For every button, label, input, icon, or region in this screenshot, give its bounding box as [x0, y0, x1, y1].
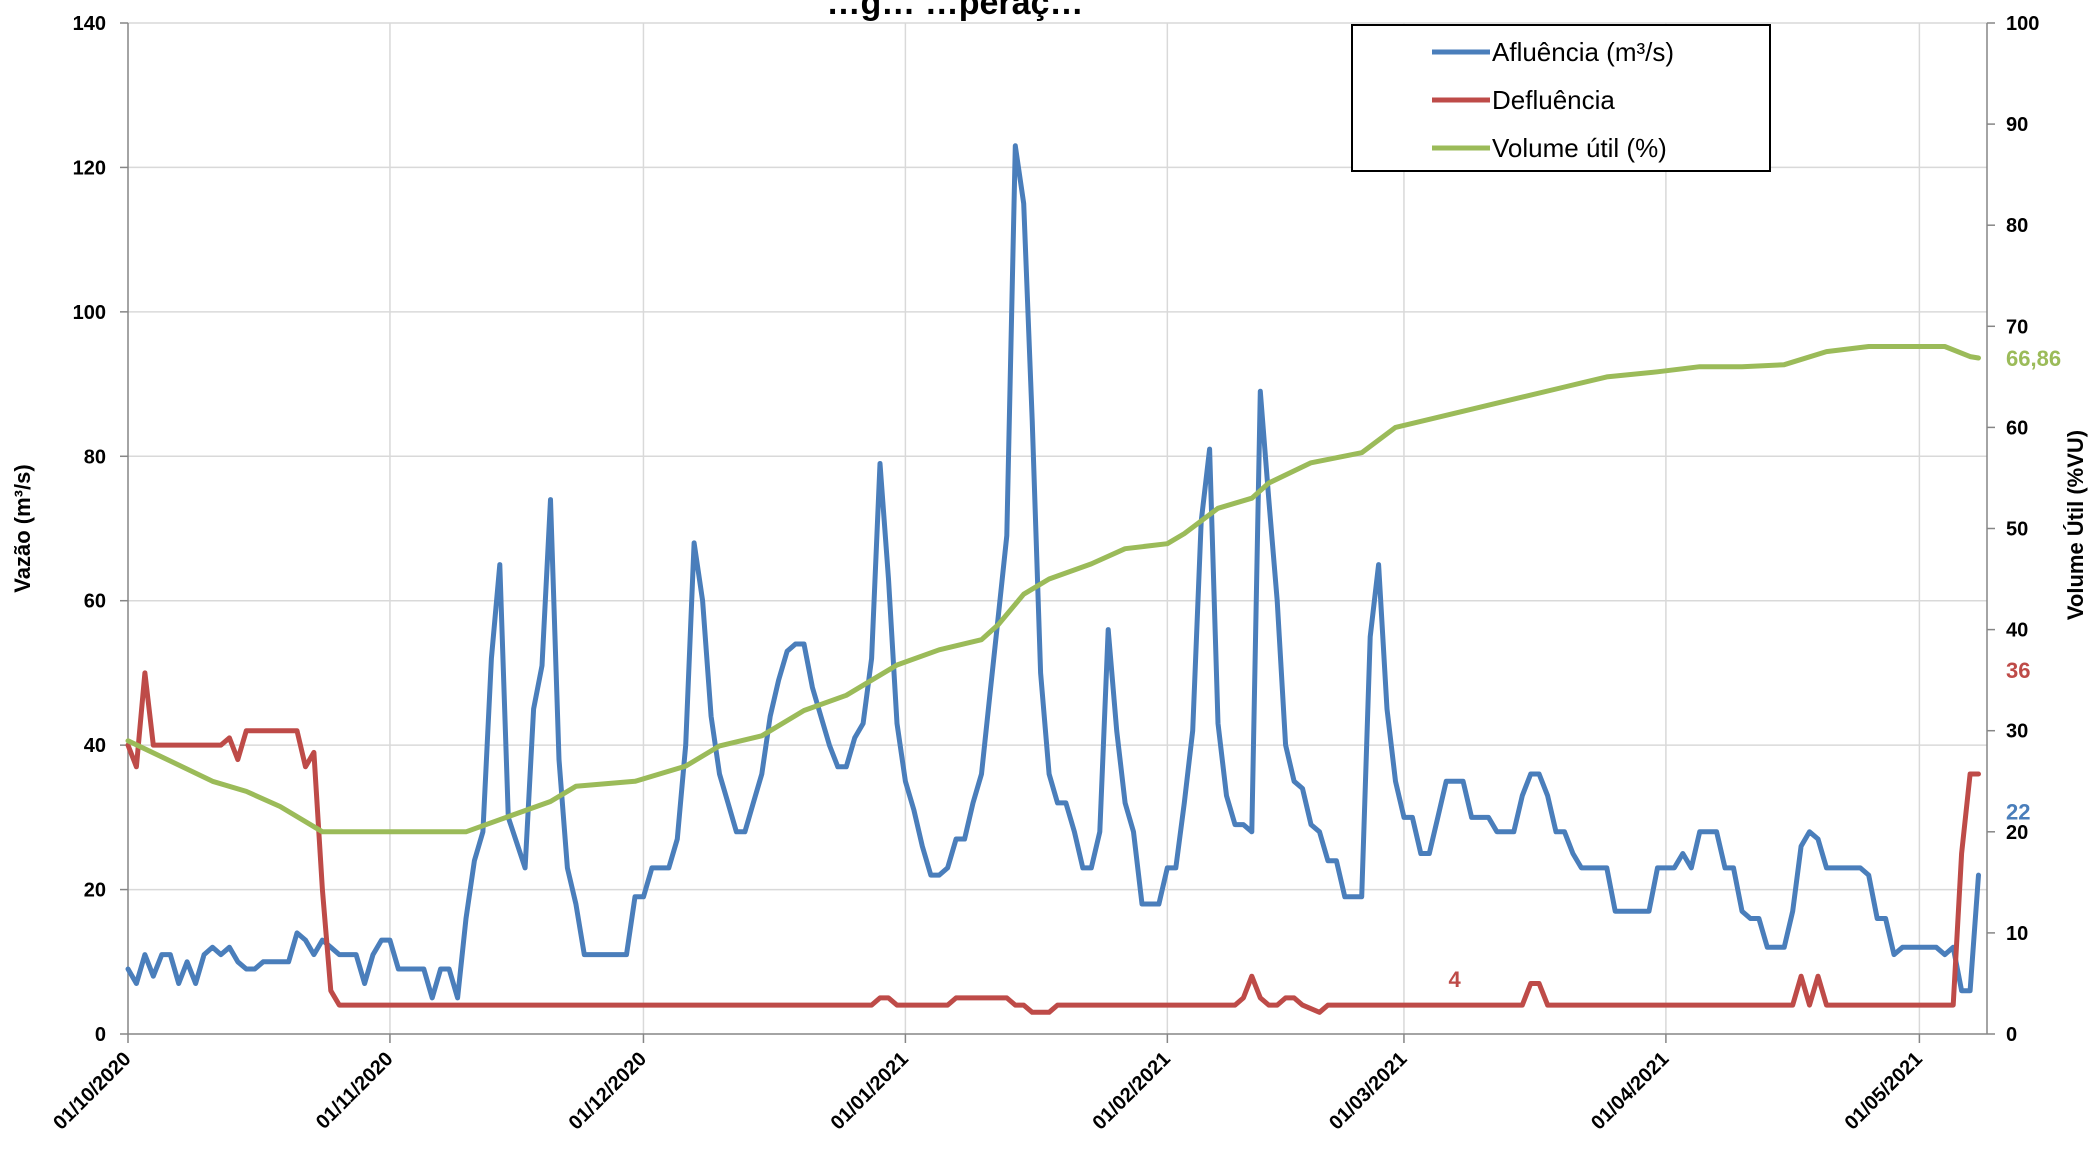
x-tick-label: 01/10/2020	[49, 1048, 135, 1134]
y-tick-label: 80	[84, 446, 106, 468]
y2-tick-label: 0	[2006, 1024, 2017, 1046]
y2-tick-label: 80	[2006, 215, 2028, 237]
y2-tick-label: 20	[2006, 822, 2028, 844]
x-tick-label: 01/02/2021	[1089, 1048, 1175, 1134]
end-value-labels: 66,86 36 22 4	[1449, 346, 2062, 992]
axes	[120, 22, 1995, 1043]
legend-label: Defluência	[1492, 85, 1615, 115]
series-line-deflu-ncia	[125, 670, 1981, 1015]
legend-label: Afluência (m³/s)	[1492, 37, 1674, 67]
series-line-aflu-ncia-m-s	[125, 143, 1981, 1001]
legend-box	[1351, 24, 1771, 172]
value-label: 66,86	[2006, 346, 2061, 371]
y-tick-label: 120	[73, 157, 106, 179]
y-tick-label: 140	[73, 13, 106, 35]
x-tick-label: 01/04/2021	[1587, 1048, 1673, 1134]
x-tick-label: 01/01/2021	[827, 1048, 913, 1134]
y2-tick-label: 30	[2006, 721, 2028, 743]
y-tick-label: 20	[84, 880, 106, 902]
y2-axis-title: Volume Útil (%VU)	[2063, 430, 2088, 620]
chart-title: …g… …peraç…	[827, 0, 1084, 22]
y2-tick-label: 90	[2006, 114, 2028, 136]
legend: Afluência (m³/s) Defluência Volume útil (%…	[1351, 24, 1771, 172]
y2-tick-label: 100	[2006, 13, 2039, 35]
tick-labels: 0 20 40 60 80 100 120 140 0 10 20 30 40 50 60 70 80 90 100…	[49, 13, 2039, 1134]
x-tick-label: 01/05/2021	[1841, 1048, 1927, 1134]
x-tick-label: 01/03/2021	[1325, 1048, 1411, 1134]
y2-tick-label: 60	[2006, 417, 2028, 439]
series-lines	[125, 143, 1981, 1015]
value-label: 22	[2006, 800, 2030, 825]
value-label: 4	[1449, 967, 1462, 992]
y-tick-label: 100	[73, 302, 106, 324]
y2-tick-label: 10	[2006, 923, 2028, 945]
y2-tick-label: 50	[2006, 519, 2028, 541]
y-tick-label: 0	[95, 1024, 106, 1046]
x-tick-label: 01/12/2020	[565, 1048, 651, 1134]
y2-tick-label: 40	[2006, 620, 2028, 642]
y-tick-label: 40	[84, 735, 106, 757]
value-label: 36	[2006, 658, 2030, 683]
y-tick-label: 60	[84, 591, 106, 613]
gridlines	[128, 22, 1987, 1034]
series-line-volume-til	[125, 344, 1981, 835]
y-axis-title: Vazão (m³/s)	[10, 464, 35, 592]
y2-tick-label: 70	[2006, 316, 2028, 338]
legend-label: Volume útil (%)	[1492, 133, 1667, 163]
x-tick-label: 01/11/2020	[312, 1048, 398, 1134]
